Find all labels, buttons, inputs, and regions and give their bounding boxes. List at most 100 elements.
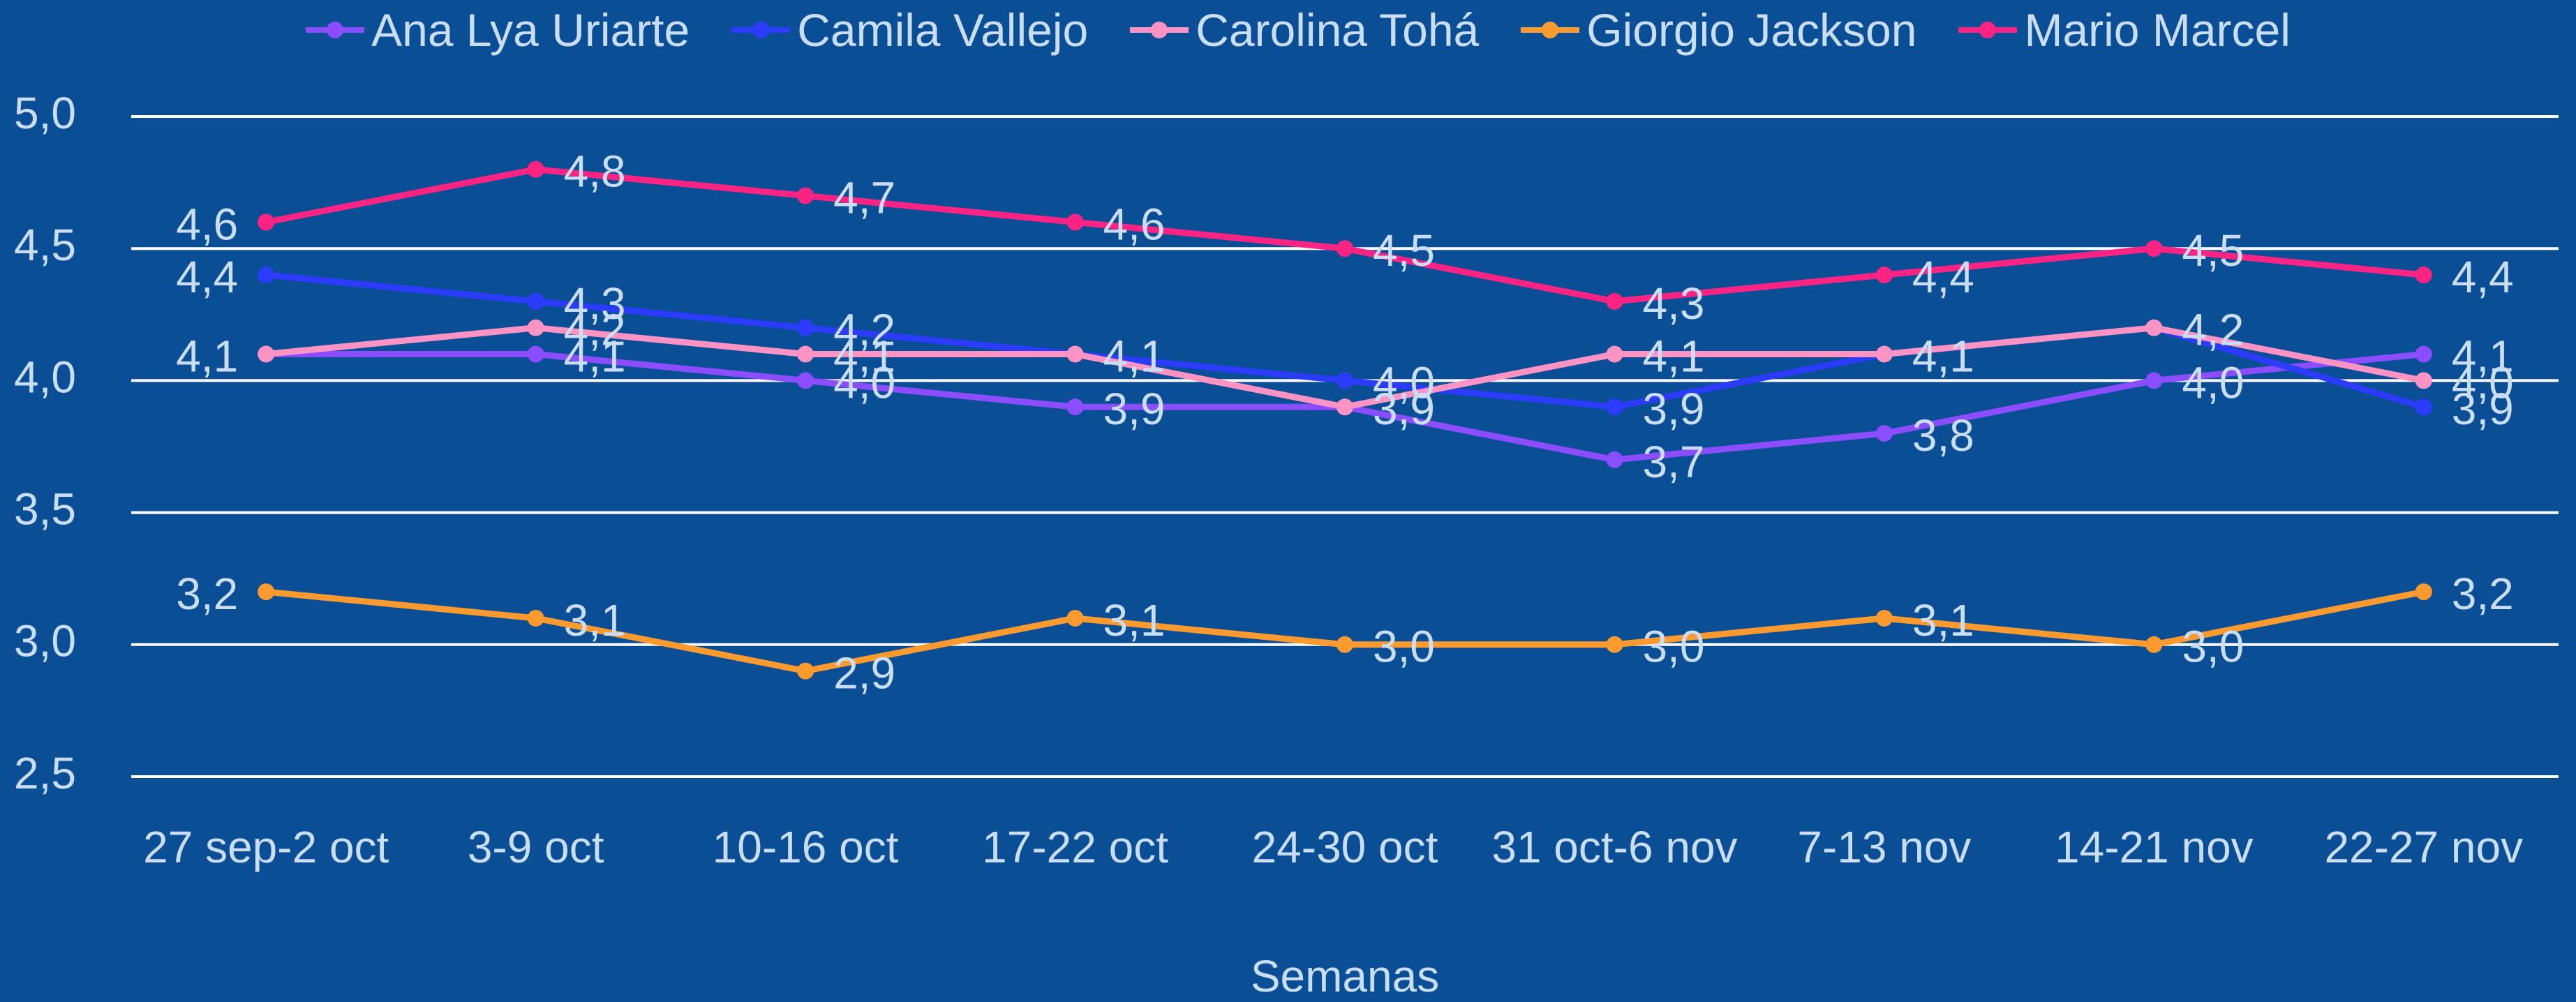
x-tick-label: 3-9 oct bbox=[467, 822, 604, 872]
data-point bbox=[797, 319, 814, 336]
data-point bbox=[2145, 372, 2163, 389]
data-point bbox=[1337, 636, 1353, 653]
data-label: 4,2 bbox=[2182, 305, 2244, 355]
data-point bbox=[2415, 583, 2432, 601]
data-label: 4,5 bbox=[2182, 225, 2244, 276]
data-label: 3,0 bbox=[1373, 622, 1435, 672]
data-point bbox=[527, 160, 544, 178]
data-point bbox=[1337, 372, 1353, 389]
x-axis-title: Semanas bbox=[1250, 951, 1440, 1001]
data-point bbox=[527, 345, 544, 363]
data-label: 4,7 bbox=[833, 172, 895, 223]
data-label: 4,0 bbox=[1373, 357, 1435, 407]
data-label: 4,8 bbox=[564, 147, 626, 197]
data-point bbox=[258, 214, 275, 231]
legend-item: Giorgio Jackson bbox=[1521, 3, 1916, 57]
data-point bbox=[527, 319, 544, 336]
data-label: 4,1 bbox=[176, 331, 238, 381]
data-label: 3,0 bbox=[2182, 622, 2244, 672]
data-point bbox=[1875, 425, 1893, 442]
data-point bbox=[1875, 345, 1893, 363]
data-point bbox=[2415, 372, 2432, 389]
data-label: 3,9 bbox=[1373, 384, 1435, 434]
data-label: 3,0 bbox=[1642, 622, 1704, 672]
data-point bbox=[797, 345, 814, 363]
data-point bbox=[1066, 345, 1084, 363]
data-point bbox=[527, 292, 544, 310]
data-label: 4,6 bbox=[176, 199, 238, 249]
data-point bbox=[797, 662, 814, 680]
data-label: 3,9 bbox=[1642, 384, 1704, 434]
x-tick-label: 31 oct-6 nov bbox=[1491, 822, 1738, 872]
legend-dot bbox=[1151, 22, 1168, 38]
legend-swatch bbox=[1958, 16, 2018, 44]
data-label: 3,2 bbox=[176, 569, 238, 619]
y-tick-label: 3,0 bbox=[14, 616, 76, 666]
data-label: 4,4 bbox=[2452, 252, 2514, 302]
legend-swatch bbox=[1521, 16, 1580, 44]
data-point bbox=[258, 345, 275, 363]
x-tick-label: 7-13 nov bbox=[1797, 822, 1972, 872]
data-label: 4,1 bbox=[1642, 331, 1704, 381]
x-tick-label: 10-16 oct bbox=[712, 822, 899, 872]
data-label: 3,1 bbox=[1103, 595, 1166, 645]
x-tick-label: 24-30 oct bbox=[1251, 822, 1438, 872]
y-tick-label: 5,0 bbox=[14, 88, 76, 138]
data-label: 4,2 bbox=[2182, 305, 2244, 355]
legend-item: Mario Marcel bbox=[1958, 3, 2291, 57]
legend-item: Camila Vallejo bbox=[731, 3, 1088, 57]
data-label: 3,1 bbox=[564, 595, 626, 645]
data-label: 3,9 bbox=[1103, 384, 1166, 434]
data-point bbox=[1337, 240, 1353, 257]
x-tick-label: 14-21 nov bbox=[2055, 822, 2254, 872]
data-point bbox=[1606, 451, 1623, 468]
x-tick-label: 22-27 nov bbox=[2324, 822, 2524, 872]
legend-item: Carolina Tohá bbox=[1130, 3, 1479, 57]
legend-dot bbox=[327, 22, 344, 38]
data-label: 3,8 bbox=[1912, 410, 1974, 461]
data-point bbox=[1066, 214, 1084, 231]
data-point bbox=[2415, 345, 2432, 363]
data-point bbox=[2415, 267, 2432, 284]
data-point bbox=[797, 187, 814, 204]
data-label: 3,9 bbox=[2452, 384, 2514, 434]
legend-swatch bbox=[731, 16, 791, 44]
data-point bbox=[1066, 398, 1084, 416]
data-point bbox=[258, 267, 275, 284]
data-label: 4,4 bbox=[176, 252, 238, 302]
data-label: 4,1 bbox=[564, 331, 626, 381]
data-label: 4,5 bbox=[1373, 225, 1435, 276]
y-tick-label: 2,5 bbox=[14, 748, 76, 798]
data-point bbox=[1606, 345, 1623, 363]
data-label: 4,1 bbox=[1912, 331, 1974, 381]
legend-dot bbox=[1542, 22, 1559, 38]
data-label: 4,3 bbox=[564, 278, 626, 329]
data-label: 4,1 bbox=[176, 331, 238, 381]
data-label: 4,2 bbox=[564, 305, 626, 355]
legend: Ana Lya Uriarte Camila Vallejo Carolina To… bbox=[140, 0, 2457, 60]
data-label: 4,0 bbox=[2182, 357, 2244, 407]
x-tick-label: 17-22 oct bbox=[982, 822, 1168, 872]
data-point bbox=[2145, 636, 2163, 653]
data-point bbox=[1875, 267, 1893, 284]
data-point bbox=[1606, 292, 1623, 310]
y-tick-label: 4,0 bbox=[14, 352, 76, 402]
y-tick-label: 3,5 bbox=[14, 484, 76, 534]
data-label: 4,4 bbox=[1912, 252, 1974, 302]
data-label: 4,3 bbox=[1642, 278, 1704, 329]
data-point bbox=[1875, 609, 1893, 627]
legend-dot bbox=[1979, 22, 1997, 38]
x-tick-label: 27 sep-2 oct bbox=[143, 822, 389, 872]
data-point bbox=[1606, 636, 1623, 653]
legend-dot bbox=[752, 22, 770, 38]
data-label: 4,2 bbox=[833, 305, 895, 355]
data-label: 3,2 bbox=[2452, 569, 2514, 619]
data-point bbox=[2145, 240, 2163, 257]
legend-swatch bbox=[1130, 16, 1189, 44]
data-label: 3,1 bbox=[1912, 595, 1974, 645]
legend-label: Camila Vallejo bbox=[797, 4, 1089, 56]
legend-label: Giorgio Jackson bbox=[1586, 4, 1917, 56]
data-point bbox=[1066, 609, 1084, 627]
data-point bbox=[1606, 398, 1623, 416]
